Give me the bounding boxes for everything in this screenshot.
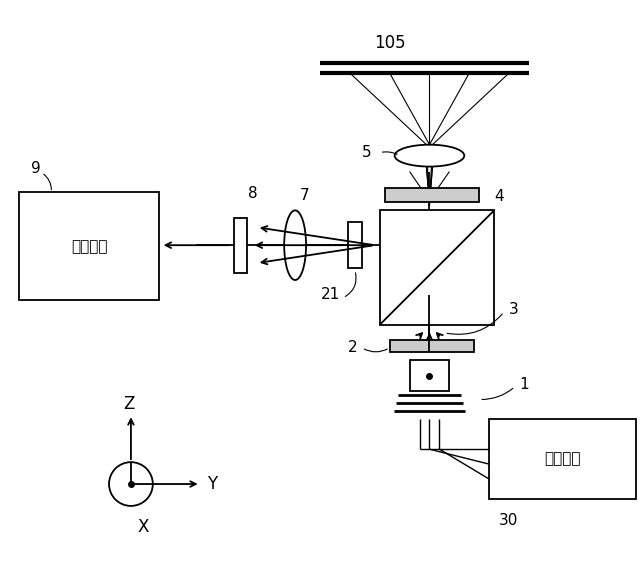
- Text: 105: 105: [374, 34, 406, 52]
- FancyArrowPatch shape: [364, 349, 387, 352]
- Text: 30: 30: [499, 513, 518, 528]
- Text: 5: 5: [362, 145, 372, 160]
- Bar: [410, 360, 449, 392]
- FancyArrowPatch shape: [346, 273, 356, 296]
- Bar: [385, 188, 479, 202]
- Text: 7: 7: [300, 188, 310, 203]
- Text: 8: 8: [248, 186, 258, 201]
- Text: 9: 9: [31, 161, 41, 176]
- Text: X: X: [137, 518, 148, 536]
- FancyArrowPatch shape: [383, 152, 397, 154]
- Text: 4: 4: [494, 189, 504, 204]
- Text: Z: Z: [124, 396, 134, 413]
- Text: 光変調器: 光変調器: [545, 452, 581, 467]
- Bar: [234, 218, 247, 272]
- Text: 1: 1: [519, 377, 529, 392]
- FancyArrowPatch shape: [447, 314, 502, 335]
- Bar: [489, 419, 636, 499]
- FancyArrowPatch shape: [44, 174, 51, 190]
- Text: 3: 3: [509, 303, 519, 317]
- Bar: [19, 192, 159, 300]
- Text: 21: 21: [321, 287, 340, 303]
- Bar: [348, 222, 362, 268]
- Text: Y: Y: [207, 475, 218, 493]
- Bar: [390, 340, 474, 352]
- Text: 演算回路: 演算回路: [71, 239, 108, 254]
- Text: 2: 2: [348, 340, 358, 355]
- FancyArrowPatch shape: [482, 388, 513, 400]
- Bar: [380, 210, 494, 325]
- Ellipse shape: [284, 210, 306, 280]
